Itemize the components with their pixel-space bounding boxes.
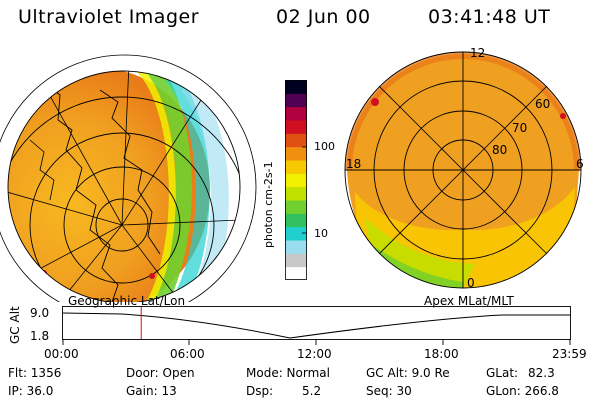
altitude-y-tick-high: 9.0 bbox=[30, 306, 50, 320]
altitude-x-tick-1200: 12:00 bbox=[297, 347, 332, 361]
status-dsp-label: Dsp: bbox=[246, 384, 274, 398]
altitude-x-tick-0000: 00:00 bbox=[44, 347, 79, 361]
observation-date: 02 Jun 00 bbox=[276, 6, 371, 28]
mlat-label-80: 80 bbox=[492, 143, 508, 157]
colorbar bbox=[285, 80, 307, 280]
mlat-label-70: 70 bbox=[512, 121, 528, 135]
status-glat-label: GLat: bbox=[486, 366, 519, 380]
altitude-y-label: GC Alt bbox=[8, 306, 22, 344]
colorbar-unit-label: photon cm-2s-1 bbox=[262, 161, 275, 248]
colorbar-segment bbox=[285, 80, 307, 94]
right-panel-caption: Apex MLat/MLT bbox=[424, 294, 514, 308]
colorbar-segment bbox=[285, 200, 307, 214]
status-mode: Mode: Normal bbox=[246, 366, 330, 380]
colorbar-segment bbox=[285, 240, 307, 254]
status-door: Door: Open bbox=[126, 366, 195, 380]
instrument-title: Ultraviolet Imager bbox=[18, 6, 200, 28]
altitude-plot bbox=[62, 306, 571, 345]
colorbar-tick-10: 10 bbox=[314, 227, 328, 240]
geographic-globe-image bbox=[0, 54, 257, 302]
status-dsp-value: 5.2 bbox=[302, 384, 322, 398]
mlt-label-bottom: 0 bbox=[467, 276, 475, 290]
mlt-label-right: 6 bbox=[576, 157, 584, 171]
status-ip: IP: 36.0 bbox=[8, 384, 54, 398]
colorbar-segment bbox=[285, 120, 307, 134]
colorbar-segment bbox=[285, 106, 307, 121]
altitude-x-tick-1800: 18:00 bbox=[424, 347, 459, 361]
colorbar-segment bbox=[285, 133, 307, 148]
colorbar-segment bbox=[285, 253, 307, 268]
colorbar-tick-100: 100 bbox=[314, 140, 335, 153]
altitude-x-tick-0600: 06:00 bbox=[170, 347, 205, 361]
colorbar-segment bbox=[285, 186, 307, 201]
colorbar-segment bbox=[285, 160, 307, 174]
altitude-x-tick-2359: 23:59 bbox=[552, 347, 587, 361]
colorbar-segment bbox=[285, 226, 307, 241]
mlt-label-top: 12 bbox=[470, 46, 486, 60]
colorbar-segment bbox=[285, 173, 307, 188]
left-panel-caption: Geographic Lat/Lon bbox=[68, 294, 186, 308]
mlt-label-left: 18 bbox=[346, 157, 362, 171]
status-gain: Gain: 13 bbox=[126, 384, 177, 398]
mlat-label-60: 60 bbox=[535, 97, 551, 111]
status-glat-value: 82.3 bbox=[528, 366, 555, 380]
status-sequence: Seq: 30 bbox=[366, 384, 412, 398]
colorbar-segment bbox=[285, 146, 307, 161]
colorbar-segment bbox=[285, 93, 307, 108]
observation-time: 03:41:48 UT bbox=[428, 6, 551, 28]
status-flight: Flt: 1356 bbox=[8, 366, 62, 380]
magnetic-polar-plot bbox=[344, 51, 582, 289]
colorbar-segment bbox=[285, 213, 307, 228]
colorbar-segment bbox=[285, 266, 307, 280]
status-glon: GLon: 266.8 bbox=[486, 384, 559, 398]
altitude-y-tick-low: 1.8 bbox=[30, 329, 50, 343]
status-gc-altitude: GC Alt: 9.0 Re bbox=[366, 366, 450, 380]
